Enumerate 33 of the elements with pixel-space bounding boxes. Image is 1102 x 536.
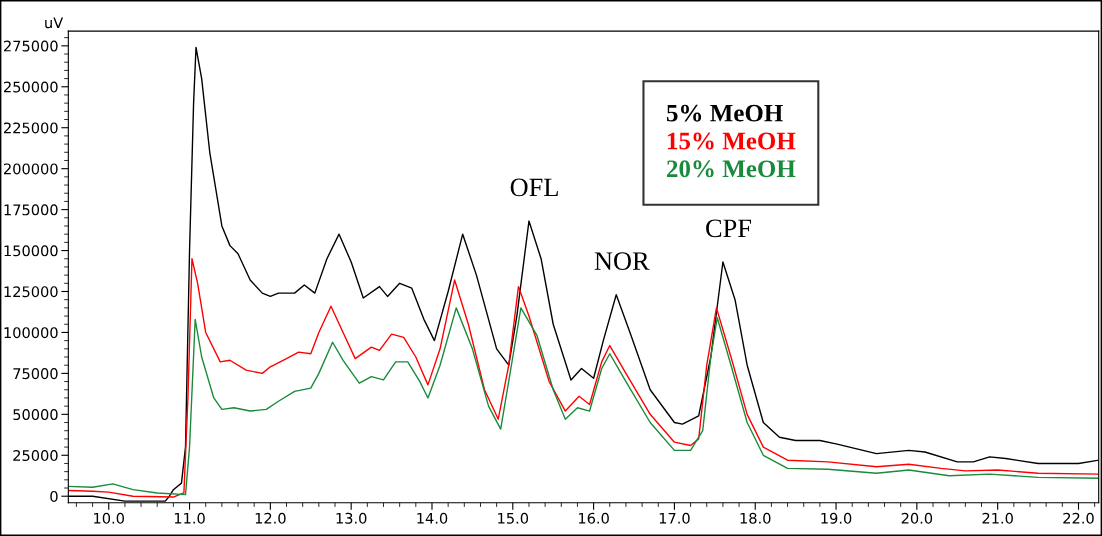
x-tick-label: 17.0 [659,512,690,524]
y-tick-label: 100000 [4,327,58,339]
y-tick-label: 125000 [4,286,58,298]
y-tick-label: 200000 [4,163,58,175]
x-tick-label: 13.0 [336,512,367,524]
x-tick-label: 15.0 [498,512,529,524]
x-tick-label: 11.0 [174,512,205,524]
annotation: OFL [510,178,558,197]
y-tick-label: 225000 [4,122,58,134]
y-tick-label: 250000 [4,81,58,93]
text: 15% MeOH [667,132,796,150]
y-tick-label: 25000 [13,449,58,462]
x-tick-label: 16.0 [578,512,609,524]
y-axis-title: uV [45,17,64,29]
y-tick-label: 175000 [4,204,58,216]
y-tick-label: 75000 [13,368,58,380]
y-tick-label: 50000 [13,409,58,421]
x-tick-label: 14.0 [417,512,448,524]
annotation: CPF [706,219,751,238]
text: 20% MeOH [667,160,796,178]
x-tick-label: 21.0 [982,512,1013,524]
x-tick-label: 19.0 [821,512,852,524]
x-tick-label: 12.0 [255,512,286,524]
x-tick-label: 22.0 [1063,512,1094,524]
x-tick-label: 18.0 [740,512,771,524]
y-tick-label: 0 [50,490,58,502]
x-tick-label: 10.0 [94,512,124,524]
annotation: NOR [594,252,650,270]
x-tick-label: 20.0 [901,512,933,524]
y-tick-label: 150000 [4,245,58,257]
line-series [68,307,1099,496]
text: 5% MeOH [666,104,783,122]
y-tick-label: 275000 [4,40,58,52]
